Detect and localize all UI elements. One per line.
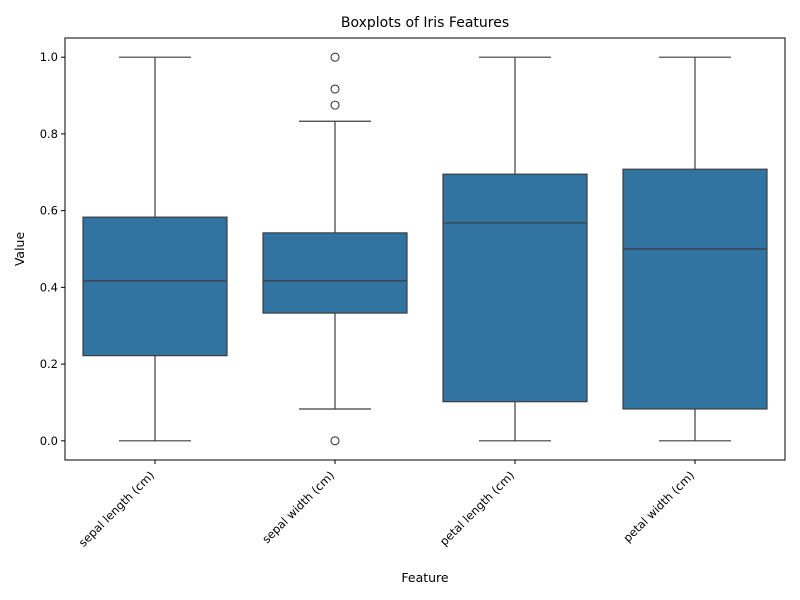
outlier-point [330,84,340,94]
y-tick-label: 0.6 [40,204,58,218]
x-axis-label: Feature [401,570,449,585]
x-tick-label: sepal length (cm) [76,468,157,549]
outlier-point [330,52,340,62]
outlier-point [330,100,340,110]
outlier-point [330,436,340,446]
box-iqr [262,232,408,314]
x-tick-label: petal length (cm) [437,468,517,548]
y-tick-label: 0.8 [40,127,58,141]
y-tick-label: 0.4 [40,280,58,294]
x-tick-label: sepal width (cm) [259,468,337,546]
box-iqr [442,173,588,403]
box-iqr [82,216,228,357]
y-tick-label: 0.2 [40,357,58,371]
box-iqr [622,168,768,410]
chart-title: Boxplots of Iris Features [341,15,509,31]
y-tick-label: 0.0 [40,434,58,448]
x-tick-label: petal width (cm) [620,468,697,545]
y-axis-label: Value [12,232,27,267]
plot-frame [64,37,786,461]
y-tick-label: 1.0 [40,50,58,64]
plot-area [82,52,768,446]
